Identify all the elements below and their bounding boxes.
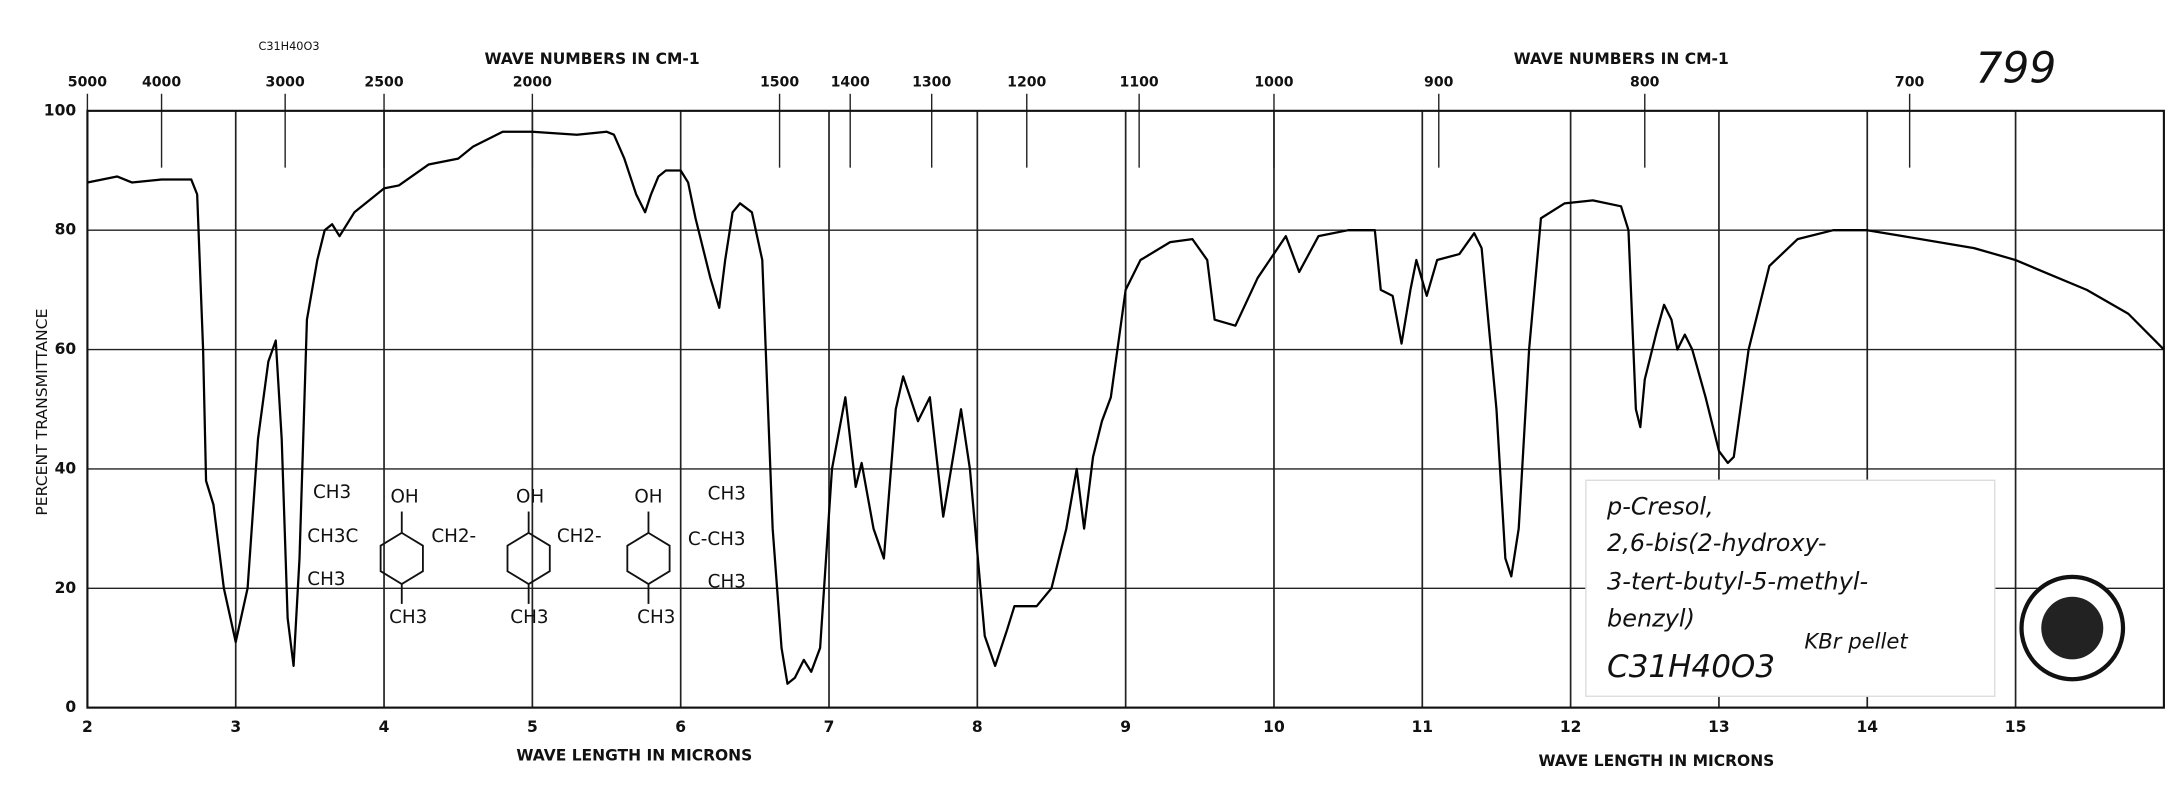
spectrum-line: [87, 130, 2165, 685]
x2-tick-label: 1500: [760, 74, 799, 90]
y-tick-label: 60: [55, 340, 77, 358]
x2-tick-label: 900: [1424, 74, 1454, 90]
structure-label: CH3: [510, 607, 548, 628]
x-tick-label: 3: [230, 718, 241, 736]
structure-label: OH: [390, 486, 418, 507]
structure-label: CH2-: [557, 526, 602, 547]
structure-label: CH3: [708, 483, 746, 504]
annotation: p-Cresol, 2,6-bis(2-hydroxy- 3-tert-butyl-…: [1606, 492, 1868, 685]
annotation-line: C31H40O3: [1607, 649, 1775, 685]
corner-number: 799: [1976, 44, 2057, 93]
x2-tick-label: 1400: [831, 74, 870, 90]
structure-label: OH: [634, 486, 662, 507]
x-tick-label: 7: [824, 718, 835, 736]
y-axis-label: PERCENT TRANSMITTANCE: [33, 309, 51, 516]
x-tick-label: 2: [82, 718, 93, 736]
x-tick-label: 9: [1120, 718, 1131, 736]
structure-label: CH3: [389, 607, 427, 628]
x-tick-label: 10: [1263, 718, 1285, 736]
y-tick-label: 40: [55, 459, 77, 477]
x2-tick-label: 1200: [1007, 74, 1046, 90]
y-tick-label: 80: [55, 221, 77, 239]
seal-inner: [2041, 596, 2104, 660]
x2-tick-label: 4000: [142, 74, 181, 90]
x-tick-label: 6: [675, 718, 686, 736]
x2-tick-label: 700: [1895, 74, 1925, 90]
x-tick-label: 11: [1412, 718, 1434, 736]
x2-tick-label: 1000: [1254, 74, 1293, 90]
marks: [87, 130, 2165, 685]
structure-label: OH: [516, 486, 544, 507]
formula-top: C31H40O3: [258, 39, 319, 53]
sample-note: KBr pellet: [1804, 629, 1908, 654]
x-tick-label: 13: [1708, 718, 1730, 736]
x2-tick-label: 2500: [364, 74, 403, 90]
x2-tick-label: 1300: [912, 74, 951, 90]
grid: [86, 93, 2164, 709]
y-tick-label: 0: [65, 698, 76, 716]
structure-label: C-CH3: [688, 529, 746, 550]
x2-tick-label: 5000: [68, 74, 107, 90]
x2-tick-label: 800: [1630, 74, 1660, 90]
x2-tick-label: 2000: [513, 74, 552, 90]
annotation-line: 2,6-bis(2-hydroxy-: [1607, 529, 1826, 557]
x-axis-label: WAVE LENGTH IN MICRONS: [516, 746, 752, 764]
structure-label: CH2-: [431, 526, 476, 547]
structure-label: CH3: [708, 572, 746, 593]
annotation-line: 3-tert-butyl-5-methyl-: [1607, 568, 1868, 596]
structure-label: CH3: [637, 607, 675, 628]
structure-label: CH3: [313, 482, 351, 503]
annotation-line: p-Cresol,: [1606, 492, 1714, 520]
x-axis-label: WAVE LENGTH IN MICRONS: [1538, 752, 1774, 770]
x2-axis-label: WAVE NUMBERS IN CM-1: [485, 50, 700, 68]
y-tick-label: 20: [55, 579, 77, 597]
annotation-box: [1585, 479, 1996, 697]
plot-frame: [86, 109, 2165, 709]
structure-label: CH3C: [307, 526, 358, 547]
x-tick-label: 14: [1856, 718, 1878, 736]
seal: [2019, 574, 2126, 682]
x-tick-label: 8: [972, 718, 983, 736]
annotation-line: benzyl): [1607, 604, 1695, 632]
x-tick-label: 12: [1560, 718, 1582, 736]
structure-labels: CH3 OH CH3C CH2- CH3 CH3 OH CH2- CH3 OH CH3 C-CH3 CH…: [307, 482, 746, 628]
x2-tick-label: 1100: [1120, 74, 1159, 90]
structure-label: CH3: [307, 569, 345, 590]
x2-axis-label: WAVE NUMBERS IN CM-1: [1514, 50, 1729, 68]
x2-tick-label: 3000: [266, 74, 305, 90]
structure: [379, 511, 671, 604]
x-tick-label: 15: [2005, 718, 2027, 736]
y-tick-label: 100: [44, 101, 77, 119]
x-tick-label: 5: [527, 718, 538, 736]
x-tick-label: 4: [379, 718, 390, 736]
